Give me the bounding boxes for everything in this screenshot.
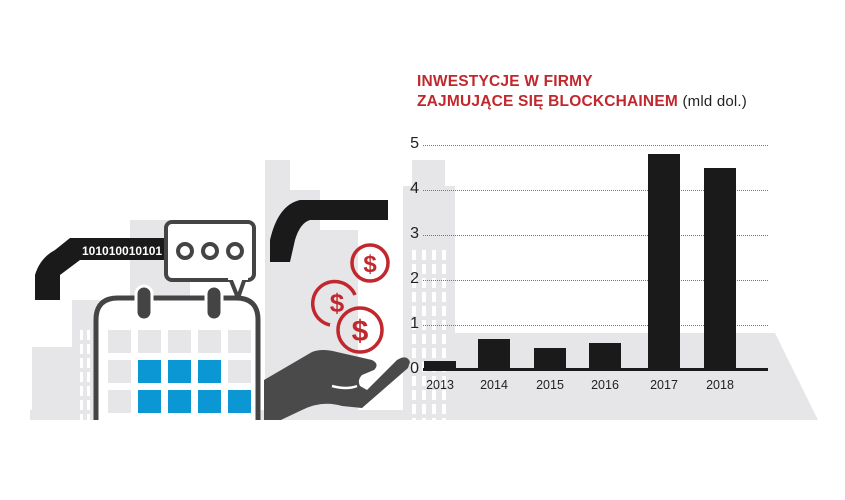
y-tick-label: 5 (410, 135, 419, 152)
skyline-building (412, 160, 445, 190)
building-windows (412, 250, 452, 420)
bar-2015 (534, 347, 566, 370)
calendar-day (108, 360, 131, 383)
chart-title-line-2: ZAJMUJĄCE SIĘ BLOCKCHAINEM (mld dol.) (417, 93, 747, 110)
gridline (423, 235, 768, 236)
calendar-day (228, 330, 251, 353)
coin-dollar-symbol: $ (352, 315, 369, 348)
y-tick-label: 3 (410, 225, 419, 242)
calendar-day (198, 330, 221, 353)
x-tick-label: 2016 (591, 378, 619, 392)
y-tick-label: 4 (410, 180, 419, 197)
y-tick-label: 2 (410, 270, 419, 287)
bar-2014 (478, 338, 510, 370)
speech-bubble-icon (164, 220, 256, 300)
x-tick-label: 2015 (536, 378, 564, 392)
bar-2016 (589, 343, 621, 370)
calendar-day (108, 330, 131, 353)
x-tick-label: 2017 (650, 378, 678, 392)
gridline (423, 190, 768, 191)
y-tick-label: 1 (410, 315, 419, 332)
calendar-grid (108, 330, 251, 413)
chart-title: INWESTYCJE W FIRMY ZAJMUJĄCE SIĘ BLOCKCH… (417, 72, 747, 112)
coin-dollar-symbol: $ (330, 288, 345, 318)
chart-unit: (mld dol.) (682, 93, 747, 110)
binary-text: 101010010101 (82, 244, 162, 258)
building-windows (80, 330, 92, 420)
skyline-building (32, 347, 72, 420)
x-tick-label: 2013 (426, 378, 454, 392)
gridline (423, 280, 768, 281)
calendar-day-highlighted (228, 390, 251, 413)
calendar-day (138, 330, 161, 353)
calendar-day-highlighted (198, 390, 221, 413)
calendar-day-highlighted (138, 390, 161, 413)
x-tick-label: 2018 (706, 378, 734, 392)
bar-2017 (648, 154, 680, 370)
calendar-day-highlighted (198, 360, 221, 383)
x-tick-label: 2014 (480, 378, 508, 392)
coin-dollar-symbol: $ (363, 251, 377, 278)
calendar-day-highlighted (168, 390, 191, 413)
gridline (423, 325, 768, 326)
calendar-day (168, 330, 191, 353)
bar-2013 (424, 361, 456, 370)
calendar-day (108, 390, 131, 413)
y-tick-label: 0 (410, 360, 419, 377)
calendar-day-highlighted (138, 360, 161, 383)
calendar-icon (93, 284, 261, 420)
hand-icon (264, 350, 410, 420)
chart-title-line-1: INWESTYCJE W FIRMY (417, 73, 593, 90)
bar-2018 (704, 167, 736, 370)
calendar-day (228, 360, 251, 383)
dollar-coins-icon: $ $ $ (310, 243, 390, 354)
calendar-day-highlighted (168, 360, 191, 383)
gridline (423, 145, 768, 146)
